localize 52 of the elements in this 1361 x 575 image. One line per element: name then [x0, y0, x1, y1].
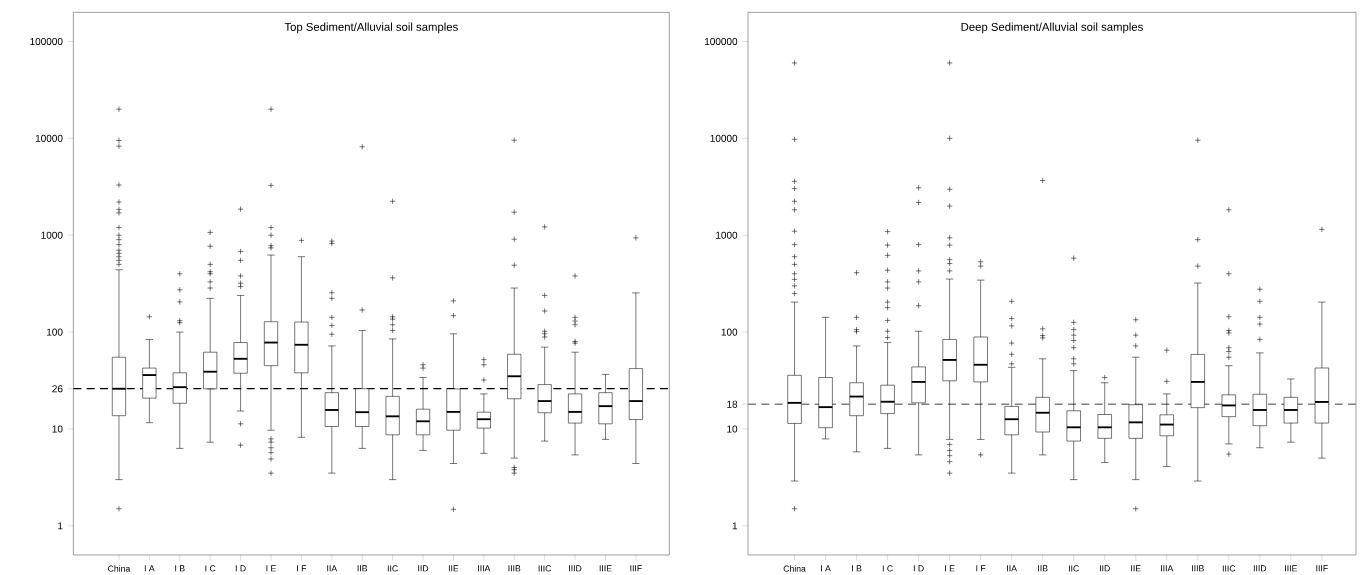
- x-tick-label: IIIF: [630, 565, 642, 572]
- x-tick-label: IIIA: [478, 565, 491, 572]
- y-tick-label: 1: [58, 522, 63, 530]
- x-tick-label: IIA: [327, 565, 338, 572]
- x-tick-label: IIIE: [1285, 565, 1297, 572]
- y-tick-label: 100000: [30, 37, 63, 46]
- x-tick-label: I F: [297, 565, 307, 572]
- y-tick-label: 26: [52, 385, 63, 393]
- y-tick-label: 10: [52, 425, 63, 433]
- x-tick-label: I C: [205, 565, 216, 572]
- y-tick-label: 1000: [716, 231, 738, 239]
- x-tick-label: IID: [1099, 565, 1110, 572]
- x-tick-label: China: [783, 565, 806, 572]
- x-tick-label: I D: [235, 565, 246, 572]
- y-tick-label: 100: [47, 328, 63, 336]
- y-tick-label: 100: [721, 328, 738, 336]
- x-tick-label: IIID: [1253, 565, 1267, 572]
- x-tick-label: I A: [144, 565, 155, 572]
- x-tick-label: I B: [852, 565, 862, 572]
- x-tick-label: I A: [821, 565, 831, 572]
- x-tick-label: IIIB: [1192, 565, 1204, 572]
- x-tick-label: China: [108, 565, 131, 572]
- x-tick-label: IIIA: [1161, 565, 1174, 572]
- y-tick-label: 1000: [41, 231, 63, 239]
- x-tick-label: I B: [175, 565, 185, 572]
- text: Top Sediment/Alluvial soil samples: [284, 22, 458, 34]
- x-tick-label: IIC: [387, 565, 398, 572]
- x-tick-label: IIA: [1007, 565, 1017, 572]
- x-tick-label: I E: [266, 565, 276, 572]
- x-tick-label: IIIB: [508, 565, 521, 572]
- x-tick-label: IIB: [357, 565, 368, 572]
- x-tick-label: IIIC: [538, 565, 552, 572]
- y-tick-label: 18: [727, 400, 738, 408]
- x-tick-label: IIB: [1038, 565, 1048, 572]
- x-tick-label: IIID: [569, 565, 582, 572]
- y-tick-label: 10000: [710, 134, 738, 142]
- x-tick-label: IIIE: [599, 565, 612, 572]
- x-tick-label: IIIF: [1316, 565, 1328, 572]
- x-tick-label: IIIC: [1222, 565, 1236, 572]
- y-tick-label: 100000: [704, 37, 738, 46]
- y-tick-label: 1: [732, 522, 738, 530]
- x-tick-label: IID: [418, 565, 429, 572]
- x-tick-label: I F: [976, 565, 986, 572]
- x-tick-label: I D: [913, 565, 924, 572]
- y-tick-label: 10: [727, 425, 738, 433]
- x-tick-label: IIE: [448, 565, 459, 572]
- x-tick-label: IIE: [1131, 565, 1141, 572]
- text: Deep Sediment/Alluvial soil samples: [961, 22, 1143, 34]
- y-tick-label: 10000: [35, 134, 63, 142]
- x-tick-label: I E: [945, 565, 955, 572]
- x-tick-label: IIC: [1068, 565, 1079, 572]
- x-tick-label: I C: [882, 565, 893, 572]
